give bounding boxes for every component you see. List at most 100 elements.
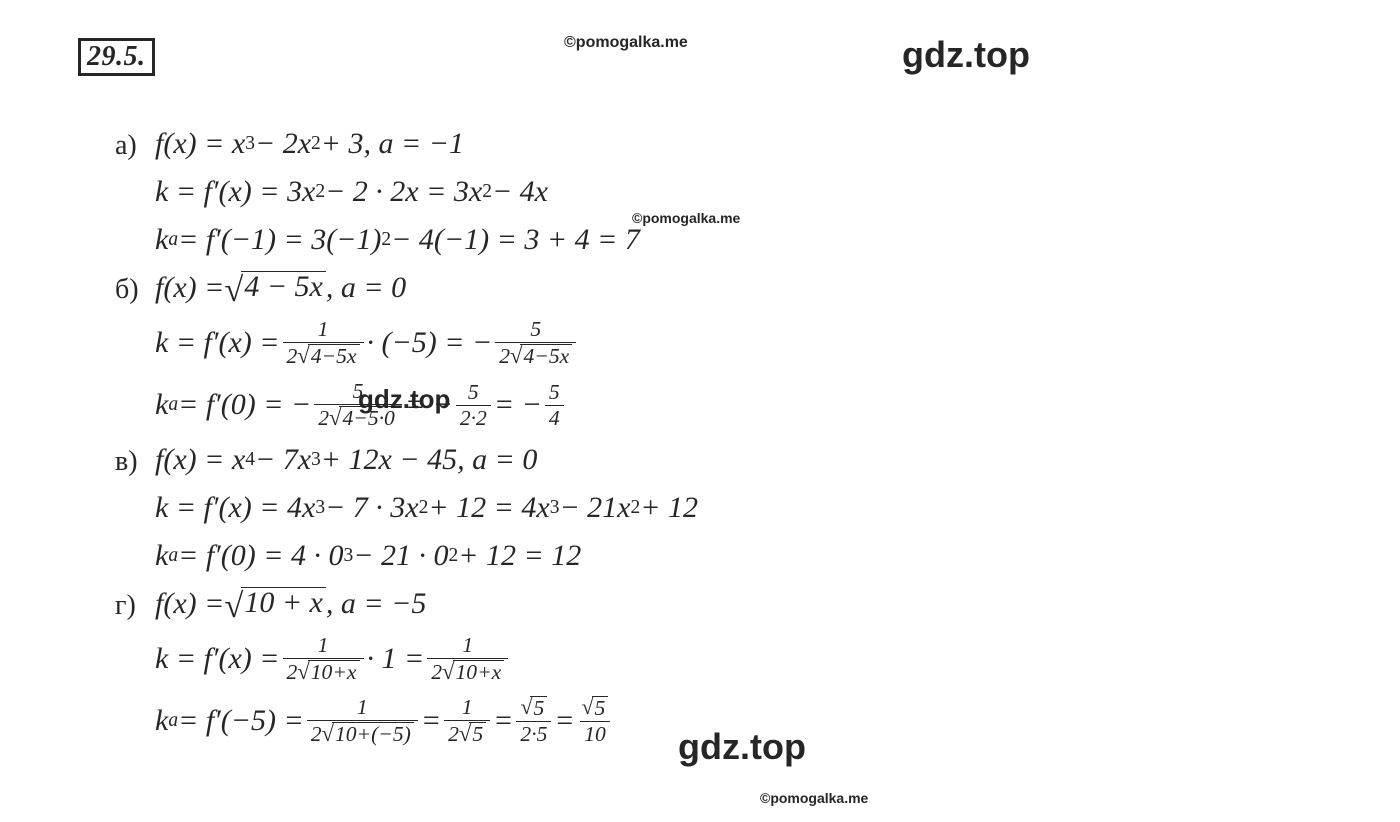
- part-b-line1: б) f(x) = √ 4 − 5x , a = 0: [115, 266, 1215, 310]
- label-g: г): [115, 588, 155, 620]
- b-l3-frac2: 5 2·2: [456, 381, 491, 429]
- g-l1-sqrt: √ 10 + x: [224, 587, 326, 622]
- label-a: а): [115, 128, 155, 160]
- g-l3-pre: k: [155, 706, 168, 736]
- problem-number-box: 29.5.: [78, 38, 155, 76]
- a-l3-pre: k: [155, 225, 168, 255]
- g-l3-m3: =: [493, 706, 513, 736]
- part-a-line1: а) f(x) = x 3 − 2x 2 + 3, a = −1: [115, 122, 1215, 166]
- watermark-bottom-small: ©pomogalka.me: [760, 790, 868, 806]
- radical-icon: √: [521, 696, 533, 719]
- problem-number: 29.5.: [87, 41, 146, 72]
- part-g-line2: k = f′(x) = 1 2√10+x · 1 = 1 2√10+x: [115, 630, 1215, 688]
- g-l3-m2: =: [421, 706, 441, 736]
- b-l3-frac3: 5 4: [545, 381, 564, 429]
- g-l2-frac2: 1 2√10+x: [427, 634, 508, 683]
- a-l3-mid: = f′(−1) = 3(−1): [178, 225, 381, 255]
- part-b-line3: k a = f′(0) = − 5 2√4−5·0 = − 5 2·2 = − …: [115, 376, 1215, 434]
- part-v-line2: k = f′(x) = 4x 3 − 7 · 3x 2 + 12 = 4x 3 …: [115, 486, 1215, 530]
- b-l3-m2: = −: [405, 390, 453, 420]
- v-l3-m1: = f′(0) = 4 · 0: [178, 541, 343, 571]
- watermark-top-right: gdz.top: [902, 34, 1030, 76]
- b-l2-frac2: 5 2√4−5x: [495, 318, 576, 367]
- g-l2-f2-num: 1: [458, 634, 477, 658]
- label-v: в): [115, 444, 155, 476]
- g-l1-radicand: 10 + x: [241, 587, 326, 618]
- part-a-line3: k a = f′(−1) = 3(−1) 2 − 4(−1) = 3 + 4 =…: [115, 218, 1215, 262]
- b-l3-f3-den: 4: [545, 405, 564, 430]
- g-l3-f1-den-pre: 2: [311, 722, 322, 746]
- g-l2-mid: · 1 =: [367, 644, 425, 674]
- v-l2-m2: + 12 = 4x: [428, 493, 549, 523]
- g-l2-frac1: 1 2√10+x: [283, 634, 364, 683]
- v-l3-pre: k: [155, 541, 168, 571]
- b-l2-mid: · (−5) = −: [367, 328, 493, 358]
- b-l2-frac1: 1 2√4−5x: [283, 318, 364, 367]
- radical-icon: √: [322, 722, 334, 746]
- v-l1-m1: − 7x: [255, 445, 311, 475]
- a-l1-mid: − 2x: [255, 129, 311, 159]
- g-l3-frac4: √5 10: [578, 696, 613, 745]
- radical-icon: √: [510, 344, 522, 368]
- b-l2-f2-den-rad: 4−5x: [520, 344, 572, 368]
- b-l1-pre: f(x) =: [155, 273, 224, 303]
- b-l3-f1-num: 5: [349, 380, 368, 404]
- page: 29.5. ©pomogalka.me gdz.top ©pomogalka.m…: [0, 0, 1400, 822]
- b-l3-m1: = f′(0) = −: [178, 390, 311, 420]
- a-l2-pre: k = f′(x) = 3x: [155, 177, 315, 207]
- g-l3-f2-den-rad: 5: [469, 722, 486, 746]
- g-l3-m4: =: [554, 706, 574, 736]
- b-l2-f2-den-pre: 2: [499, 344, 510, 368]
- radical-icon: √: [224, 273, 243, 308]
- b-l2-pre: k = f′(x) =: [155, 328, 280, 358]
- b-l3-pre: k: [155, 390, 168, 420]
- math-content: а) f(x) = x 3 − 2x 2 + 3, a = −1 k = f′(…: [115, 122, 1215, 754]
- g-l2-f2-den-pre: 2: [431, 660, 442, 684]
- g-l3-f4-den: 10: [580, 721, 610, 746]
- watermark-top-center: ©pomogalka.me: [564, 34, 688, 52]
- g-l2-f1-den-rad: 10+x: [308, 660, 360, 684]
- g-l3-frac1: 1 2√10+(−5): [307, 696, 418, 745]
- g-l3-f3-num-rad: 5: [530, 696, 547, 720]
- v-l3-m2: − 21 · 0: [353, 541, 448, 571]
- g-l2-pre: k = f′(x) =: [155, 644, 280, 674]
- b-l1-radicand: 4 − 5x: [241, 271, 326, 302]
- g-l3-m1: = f′(−5) =: [178, 706, 304, 736]
- radical-icon: √: [459, 722, 471, 746]
- b-l2-f2-num: 5: [526, 318, 545, 342]
- g-l1-pre: f(x) =: [155, 589, 224, 619]
- g-l3-f2-num: 1: [458, 696, 477, 720]
- v-l1-pre: f(x) = x: [155, 445, 245, 475]
- g-l2-f2-den-rad: 10+x: [453, 660, 505, 684]
- b-l2-f1-den-pre: 2: [287, 344, 298, 368]
- g-l1-post: , a = −5: [326, 589, 427, 619]
- part-a-line2: k = f′(x) = 3x 2 − 2 · 2x = 3x 2 − 4x: [115, 170, 1215, 214]
- g-l2-f1-num: 1: [314, 634, 333, 658]
- a-l3-post: − 4(−1) = 3 + 4 = 7: [391, 225, 640, 255]
- g-l3-f2-den-pre: 2: [448, 722, 459, 746]
- g-l3-frac3: √5 2·5: [516, 696, 551, 745]
- radical-icon: √: [297, 344, 309, 368]
- g-l3-frac2: 1 2√5: [444, 696, 490, 745]
- a-l1-post: + 3, a = −1: [321, 129, 464, 159]
- a-l2-post: − 4x: [492, 177, 548, 207]
- b-l3-f1-den-rad: 4−5·0: [339, 406, 397, 430]
- radical-icon: √: [329, 406, 341, 430]
- radical-icon: √: [297, 660, 309, 684]
- a-l2-mid: − 2 · 2x = 3x: [325, 177, 482, 207]
- v-l2-post: + 12: [640, 493, 698, 523]
- b-l3-frac1: 5 2√4−5·0: [314, 380, 402, 429]
- g-l3-f4-num-rad: 5: [592, 696, 609, 720]
- part-g-line3: k a = f′(−5) = 1 2√10+(−5) = 1 2√5 = √5 …: [115, 692, 1215, 750]
- b-l3-f2-num: 5: [464, 381, 483, 405]
- b-l2-f1-den-rad: 4−5x: [308, 344, 360, 368]
- part-g-line1: г) f(x) = √ 10 + x , a = −5: [115, 582, 1215, 626]
- b-l3-f2-den: 2·2: [456, 405, 491, 430]
- radical-icon: √: [224, 589, 243, 624]
- b-l2-f1-num: 1: [314, 318, 333, 342]
- part-v-line3: k a = f′(0) = 4 · 0 3 − 21 · 0 2 + 12 = …: [115, 534, 1215, 578]
- radical-icon: √: [442, 660, 454, 684]
- b-l1-post: , a = 0: [326, 273, 406, 303]
- v-l1-post: + 12x − 45, a = 0: [321, 445, 538, 475]
- part-b-line2: k = f′(x) = 1 2√4−5x · (−5) = − 5 2√4−5x: [115, 314, 1215, 372]
